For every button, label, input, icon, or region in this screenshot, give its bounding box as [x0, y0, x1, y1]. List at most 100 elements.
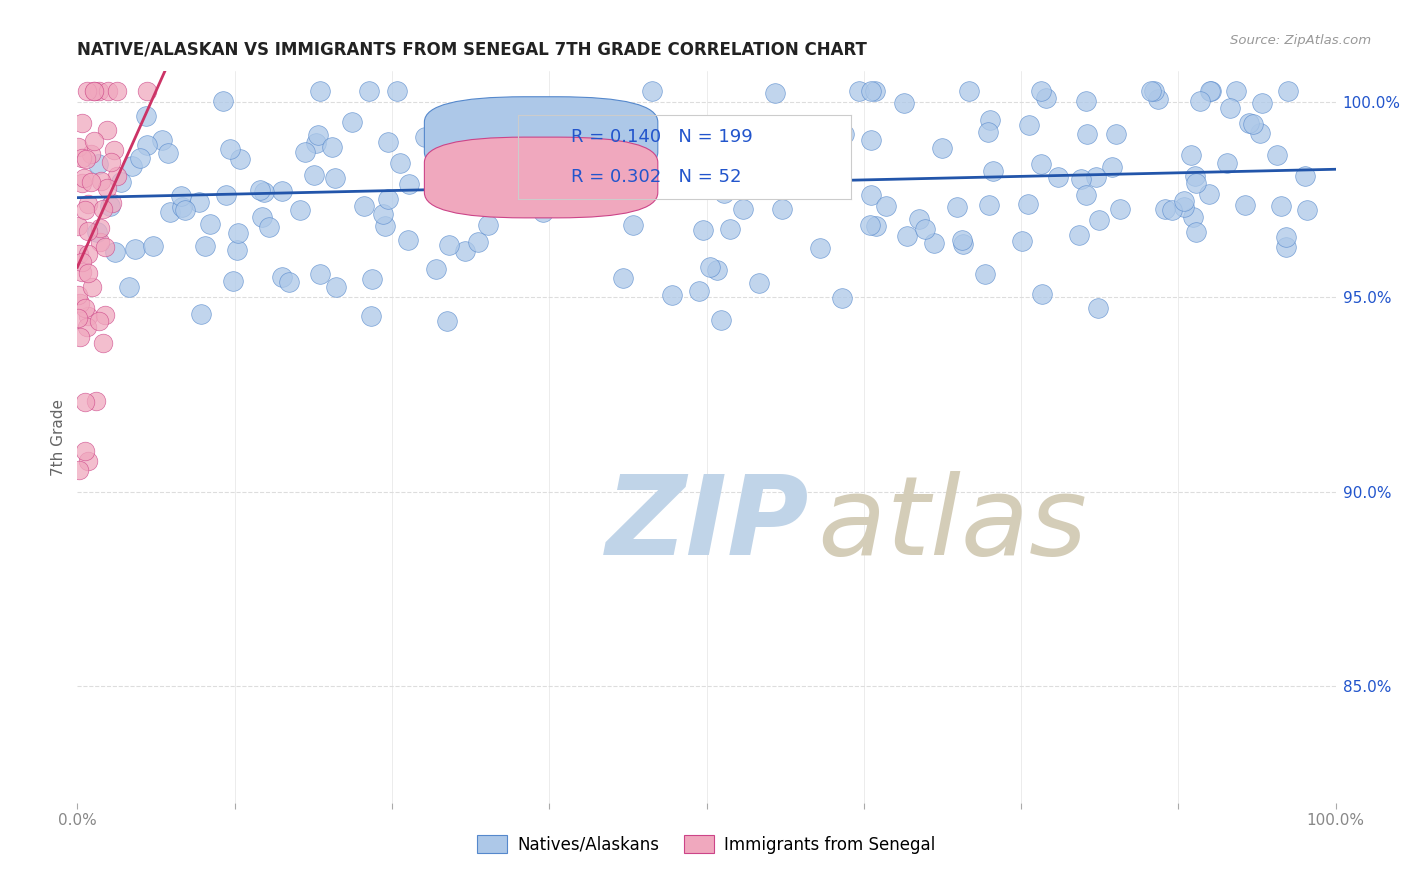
Point: [110, 175, 132, 189]
Point: [914, 222, 936, 236]
Point: [540, 150, 562, 164]
Point: [1069, 228, 1091, 243]
Point: [810, 241, 832, 255]
Point: [922, 236, 945, 251]
Point: [1219, 101, 1241, 115]
Point: [499, 154, 522, 169]
Point: [946, 200, 969, 214]
Point: [875, 199, 897, 213]
Point: [593, 160, 616, 174]
Point: [173, 203, 195, 218]
Point: [353, 199, 375, 213]
Point: [80, 175, 103, 189]
Point: [979, 113, 1001, 128]
Point: [817, 129, 839, 144]
Point: [226, 244, 249, 258]
Point: [807, 141, 830, 155]
Point: [859, 219, 882, 233]
Point: [77, 247, 100, 261]
Point: [96, 181, 118, 195]
Point: [104, 244, 127, 259]
Point: [87, 157, 110, 171]
Point: [97, 84, 120, 98]
Point: [413, 130, 436, 145]
Point: [692, 223, 714, 237]
Point: [430, 157, 453, 171]
Point: [76, 319, 98, 334]
Point: [87, 314, 110, 328]
Point: [1140, 84, 1163, 98]
Point: [83, 84, 105, 98]
Point: [77, 454, 100, 468]
Point: [688, 284, 710, 298]
Point: [977, 125, 1000, 139]
Point: [77, 223, 100, 237]
Point: [170, 200, 193, 214]
Point: [1153, 202, 1175, 216]
Point: [103, 143, 125, 157]
Point: [1216, 156, 1239, 170]
Point: [474, 115, 496, 129]
Point: [77, 309, 100, 323]
Point: [398, 178, 420, 192]
Legend: Natives/Alaskans, Immigrants from Senegal: Natives/Alaskans, Immigrants from Senega…: [471, 829, 942, 860]
Point: [1160, 202, 1182, 217]
Point: [1184, 169, 1206, 183]
Point: [73, 395, 96, 409]
Point: [471, 150, 494, 164]
Point: [710, 313, 733, 327]
Point: [496, 159, 519, 173]
Point: [606, 108, 628, 122]
Text: atlas: atlas: [606, 471, 1087, 578]
Point: [621, 218, 644, 232]
Point: [91, 202, 114, 217]
Point: [1143, 84, 1166, 98]
Point: [222, 274, 245, 288]
Point: [752, 129, 775, 144]
Point: [463, 189, 485, 203]
Point: [67, 463, 90, 477]
Point: [129, 151, 152, 165]
Point: [302, 168, 325, 182]
Point: [290, 202, 312, 217]
Point: [70, 115, 93, 129]
Text: Source: ZipAtlas.com: Source: ZipAtlas.com: [1230, 34, 1371, 47]
Y-axis label: 7th Grade: 7th Grade: [51, 399, 66, 475]
Point: [1074, 187, 1097, 202]
Point: [454, 126, 477, 140]
Point: [250, 210, 273, 224]
Point: [422, 120, 444, 134]
Point: [75, 153, 97, 167]
Point: [271, 269, 294, 284]
Point: [136, 137, 159, 152]
Point: [226, 226, 249, 240]
Point: [709, 179, 731, 194]
Point: [90, 173, 112, 187]
Point: [713, 186, 735, 201]
Point: [170, 189, 193, 203]
Point: [1029, 157, 1052, 171]
Point: [190, 307, 212, 321]
Point: [73, 203, 96, 218]
Point: [1035, 91, 1057, 105]
Point: [1076, 94, 1098, 108]
Point: [1105, 127, 1128, 141]
Point: [1076, 128, 1098, 142]
Point: [89, 221, 111, 235]
Point: [323, 171, 346, 186]
Point: [479, 189, 502, 203]
Point: [67, 246, 90, 260]
Point: [1173, 200, 1195, 214]
Point: [1173, 194, 1195, 208]
Point: [1237, 115, 1260, 129]
Point: [271, 184, 294, 198]
Point: [150, 133, 173, 147]
Point: [1277, 84, 1299, 98]
Point: [454, 244, 477, 258]
Point: [763, 86, 786, 100]
Point: [977, 198, 1000, 212]
Point: [214, 188, 236, 202]
Point: [931, 141, 953, 155]
Point: [1189, 94, 1212, 108]
Point: [377, 135, 399, 149]
